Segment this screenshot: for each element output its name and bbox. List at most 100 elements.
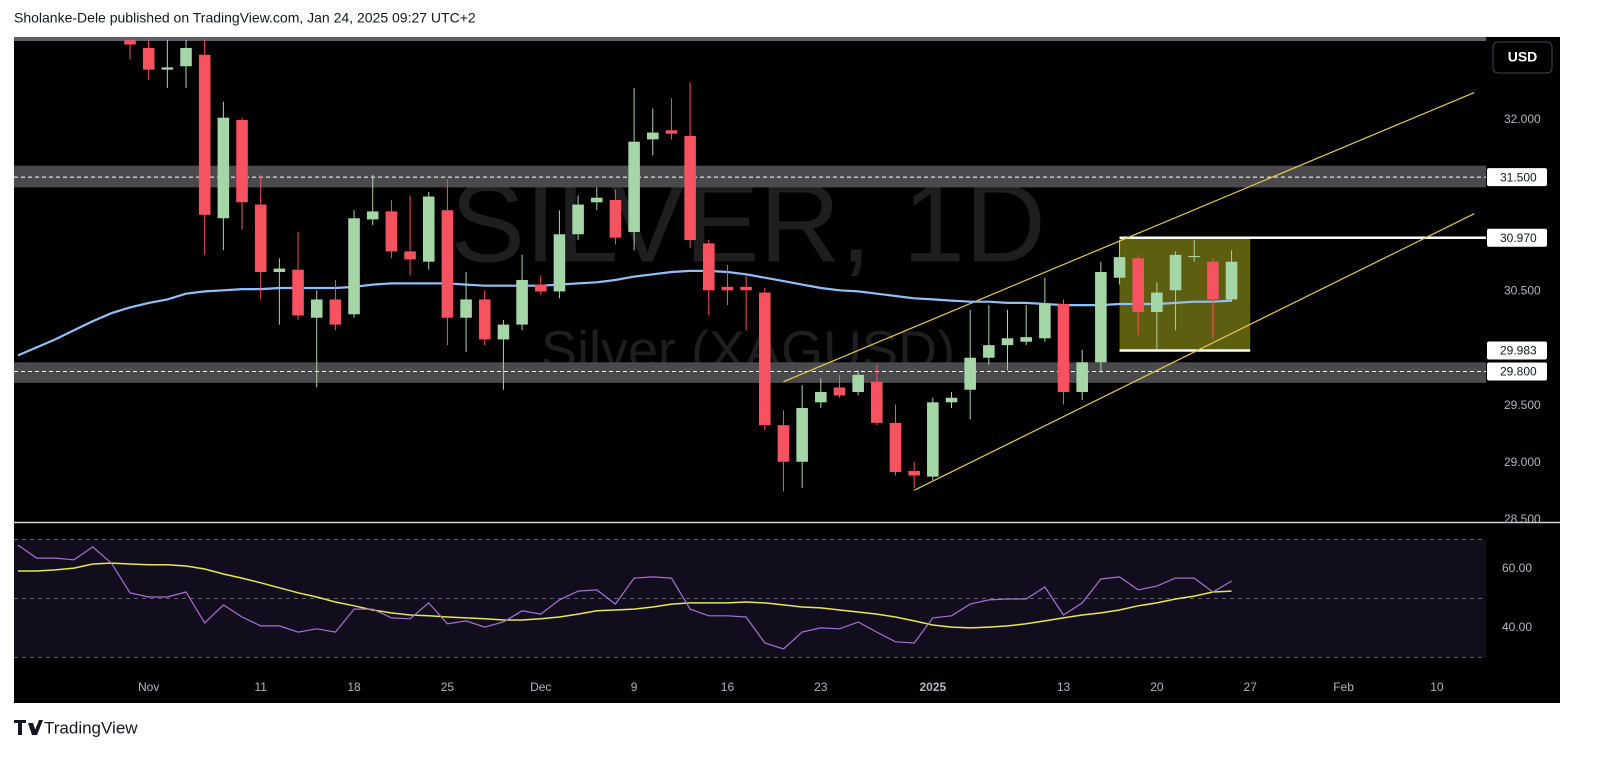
candle-body — [1132, 258, 1144, 313]
candle-body — [703, 243, 715, 291]
candle-body — [254, 204, 267, 272]
price-pane — [14, 40, 1486, 492]
candle-body — [441, 210, 454, 318]
candle-body — [236, 119, 248, 203]
x-tick-label: 9 — [631, 680, 638, 694]
candle-body — [646, 132, 659, 140]
price-label-box — [1487, 168, 1547, 187]
candle-body — [1225, 261, 1238, 300]
candle-body — [945, 397, 958, 403]
x-tick-label: 10 — [1430, 680, 1444, 694]
candle-body — [1151, 292, 1163, 313]
candle-body — [534, 284, 547, 292]
candle-body — [1057, 304, 1070, 393]
channel-line — [783, 91, 1475, 383]
candle-body — [348, 218, 360, 315]
candle-body — [964, 357, 976, 390]
candle-body — [1095, 271, 1107, 363]
rsi-ma-line — [18, 562, 1232, 629]
candle-body — [1020, 337, 1032, 342]
price-label-box — [1487, 341, 1547, 360]
candle-body — [404, 251, 416, 260]
logo-icon — [14, 720, 43, 735]
price-zone — [14, 362, 1486, 383]
candle-body — [572, 204, 584, 235]
price-label: 30.970 — [1500, 231, 1537, 245]
x-tick-label: 2025 — [919, 680, 946, 694]
candle-body — [198, 54, 211, 215]
price-label-box — [1487, 362, 1547, 381]
candle-body — [609, 199, 622, 238]
candle-body — [478, 299, 491, 340]
candle-body — [1039, 304, 1051, 339]
rsi-line — [17, 544, 1232, 650]
x-tick-label: 16 — [721, 680, 735, 694]
rsi-pane — [14, 538, 1486, 658]
candle-body — [553, 234, 566, 292]
currency-button[interactable] — [1492, 41, 1553, 74]
candle-body — [983, 345, 995, 358]
candle-body — [740, 286, 752, 291]
x-tick-label: Dec — [530, 680, 551, 694]
candle-body — [292, 269, 304, 316]
x-tick-label: 25 — [441, 680, 455, 694]
candle-body — [871, 381, 883, 423]
candle-body — [1188, 255, 1200, 258]
x-tick-label: 18 — [347, 680, 361, 694]
candle-body — [796, 408, 808, 462]
candle-body — [852, 374, 864, 393]
candle-body — [329, 299, 342, 325]
x-tick-label: 11 — [254, 680, 267, 694]
candle-body — [665, 130, 678, 134]
currency-label: USD — [1508, 49, 1538, 65]
price-label-box — [1487, 228, 1547, 247]
rsi-tick-label: 60.00 — [1502, 561, 1532, 575]
candle-body — [142, 47, 155, 70]
x-tick-label: Feb — [1333, 680, 1354, 694]
price-label: 29.800 — [1500, 365, 1537, 379]
candle-body — [833, 387, 846, 396]
candle-body — [1207, 261, 1219, 300]
y-tick-label: 28.500 — [1504, 512, 1541, 526]
rsi-tick-label: 40.00 — [1502, 620, 1532, 634]
candle-body — [422, 196, 435, 262]
candle-body — [777, 425, 790, 462]
x-tick-label: 13 — [1057, 680, 1071, 694]
x-tick-label: Nov — [138, 680, 159, 694]
y-tick-label: 32.000 — [1504, 112, 1541, 126]
price-zone — [14, 165, 1486, 188]
publish-header: Sholanke-Dele published on TradingView.c… — [14, 10, 476, 26]
y-tick-label: 30.500 — [1504, 284, 1541, 298]
candle-body — [815, 392, 827, 403]
candle-body — [366, 211, 379, 220]
candle-body — [927, 402, 939, 477]
price-label: 29.983 — [1500, 344, 1537, 358]
candle-body — [273, 268, 286, 272]
candle-body — [1113, 257, 1126, 278]
candle-body — [497, 324, 510, 340]
axes: 28.500 29.000 29.500 30.500 32.000 31.500 30.9… — [138, 112, 1547, 694]
candle-body — [908, 470, 920, 476]
channel-line — [913, 213, 1475, 491]
candle-body — [889, 422, 902, 473]
candle-body — [310, 299, 323, 318]
candle-body — [590, 197, 603, 203]
x-tick-label: 23 — [814, 680, 828, 694]
candle-body — [217, 117, 230, 219]
x-tick-label: 27 — [1244, 680, 1258, 694]
candle-body — [684, 135, 696, 240]
top-bar — [14, 37, 1486, 41]
candle-body — [1076, 362, 1088, 393]
x-tick-label: 20 — [1150, 680, 1164, 694]
candle-body — [516, 280, 528, 325]
y-tick-label: 29.500 — [1504, 398, 1541, 412]
moving-average — [17, 269, 1232, 357]
candle-body — [161, 67, 174, 70]
candle-body — [180, 47, 192, 67]
price-label: 31.500 — [1500, 170, 1537, 184]
candle-body — [385, 211, 398, 252]
candle-body — [759, 292, 771, 426]
y-tick-label: 29.000 — [1504, 455, 1541, 469]
candle-body — [124, 40, 136, 45]
